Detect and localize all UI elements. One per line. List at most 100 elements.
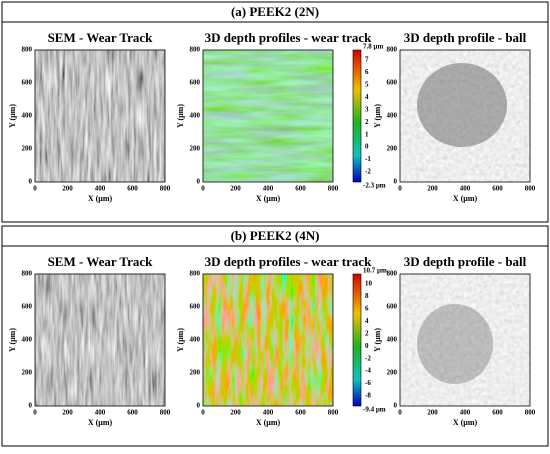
colorbar-tick-label: -1 xyxy=(365,155,371,163)
y-tick-label: 0 xyxy=(197,178,201,186)
colorbar-tick-label: 2 xyxy=(365,329,369,337)
section-title: (b) PEEK2 (4N) xyxy=(231,228,320,243)
colorbar xyxy=(352,273,362,407)
x-tick-label: 400 xyxy=(95,409,106,417)
x-axis-label: X (μm) xyxy=(256,194,281,203)
x-tick-label: 800 xyxy=(525,185,536,193)
micrograph xyxy=(35,50,165,182)
y-tick-label: 400 xyxy=(190,336,201,344)
colorbar-tick-label: -2 xyxy=(365,168,371,176)
plot-frame xyxy=(399,273,531,407)
panel-title: SEM - Wear Track xyxy=(48,254,154,269)
x-tick-label: 0 xyxy=(201,409,205,417)
y-tick-label: 600 xyxy=(22,303,33,311)
y-tick-label: 0 xyxy=(394,402,398,410)
y-tick-label: 200 xyxy=(387,369,398,377)
y-tick-label: 800 xyxy=(190,270,201,278)
y-tick-label: 600 xyxy=(387,303,398,311)
section-title: (a) PEEK2 (2N) xyxy=(231,4,319,19)
colorbar-tick-label: 4 xyxy=(365,93,369,101)
y-axis-label: Y (μm) xyxy=(176,104,185,128)
colorbar-tick-label: 0 xyxy=(365,342,369,350)
y-tick-label: 200 xyxy=(387,145,398,153)
x-tick-label: 400 xyxy=(263,409,274,417)
wear-scar xyxy=(417,304,493,384)
colorbar-max: 10.7 μm xyxy=(363,267,387,275)
section-frame xyxy=(1,225,549,447)
colorbar-tick-label: 6 xyxy=(365,68,369,76)
colorbar-tick-label: 1 xyxy=(365,130,369,138)
x-tick-label: 800 xyxy=(328,185,339,193)
y-tick-label: 0 xyxy=(197,402,201,410)
y-tick-label: 400 xyxy=(387,112,398,120)
colorbar-tick-label: 6 xyxy=(365,304,369,312)
plot-frame xyxy=(202,273,334,407)
colorbar-tick-label: -8 xyxy=(365,392,371,400)
panel-title: 3D depth profiles - wear track xyxy=(205,254,372,269)
x-tick-label: 200 xyxy=(62,409,73,417)
plot-frame xyxy=(34,273,166,407)
colorbar-min: -2.3 μm xyxy=(363,182,386,190)
y-tick-label: 800 xyxy=(190,46,201,54)
colorbar-tick-label: 0 xyxy=(365,143,369,151)
x-tick-label: 400 xyxy=(460,185,471,193)
colorbar-tick-label: 3 xyxy=(365,105,369,113)
y-tick-label: 400 xyxy=(22,336,33,344)
panel-title: SEM - Wear Track xyxy=(48,30,154,45)
x-tick-label: 600 xyxy=(295,409,306,417)
x-tick-label: 200 xyxy=(427,409,438,417)
x-tick-label: 600 xyxy=(492,185,503,193)
y-tick-label: 800 xyxy=(387,270,398,278)
plot-frame xyxy=(399,49,531,183)
x-tick-label: 0 xyxy=(33,409,37,417)
x-tick-label: 400 xyxy=(263,185,274,193)
x-axis-label: X (μm) xyxy=(256,418,281,427)
plot-frame xyxy=(34,49,166,183)
y-tick-label: 800 xyxy=(22,46,33,54)
y-tick-label: 200 xyxy=(190,145,201,153)
micrograph xyxy=(35,274,165,406)
x-tick-label: 0 xyxy=(201,185,205,193)
x-tick-label: 600 xyxy=(127,409,138,417)
micrograph xyxy=(400,274,530,406)
y-tick-label: 600 xyxy=(190,303,201,311)
x-axis-label: X (μm) xyxy=(88,194,113,203)
x-tick-label: 400 xyxy=(95,185,106,193)
panel-title: 3D depth profile - ball xyxy=(404,254,527,269)
micrograph xyxy=(203,274,333,406)
colorbar-tick-label: 2 xyxy=(365,118,369,126)
x-tick-label: 200 xyxy=(427,185,438,193)
y-axis-label: Y (μm) xyxy=(373,104,382,128)
micrograph xyxy=(203,50,333,182)
y-tick-label: 800 xyxy=(387,46,398,54)
y-tick-label: 400 xyxy=(387,336,398,344)
colorbar-tick-label: 10 xyxy=(365,280,373,288)
x-tick-label: 400 xyxy=(460,409,471,417)
y-tick-label: 200 xyxy=(190,369,201,377)
x-tick-label: 200 xyxy=(230,185,241,193)
colorbar-tick-label: -2 xyxy=(365,354,371,362)
y-axis-label: Y (μm) xyxy=(8,328,17,352)
colorbar xyxy=(352,49,362,183)
y-tick-label: 200 xyxy=(22,369,33,377)
y-axis-label: Y (μm) xyxy=(373,328,382,352)
y-tick-label: 0 xyxy=(29,402,33,410)
y-tick-label: 200 xyxy=(22,145,33,153)
y-tick-label: 600 xyxy=(22,79,33,87)
x-axis-label: X (μm) xyxy=(88,418,113,427)
x-tick-label: 0 xyxy=(33,185,37,193)
y-tick-label: 400 xyxy=(190,112,201,120)
panel-title: 3D depth profiles - wear track xyxy=(205,30,372,45)
y-tick-label: 600 xyxy=(190,79,201,87)
colorbar-min: -9.4 μm xyxy=(363,406,386,414)
x-tick-label: 800 xyxy=(160,185,171,193)
panel-title: 3D depth profile - ball xyxy=(404,30,527,45)
colorbar-tick-label: -4 xyxy=(365,367,371,375)
y-tick-label: 0 xyxy=(394,178,398,186)
plot-frame xyxy=(202,49,334,183)
x-tick-label: 0 xyxy=(398,185,402,193)
x-tick-label: 800 xyxy=(160,409,171,417)
x-tick-label: 200 xyxy=(230,409,241,417)
x-tick-label: 200 xyxy=(62,185,73,193)
